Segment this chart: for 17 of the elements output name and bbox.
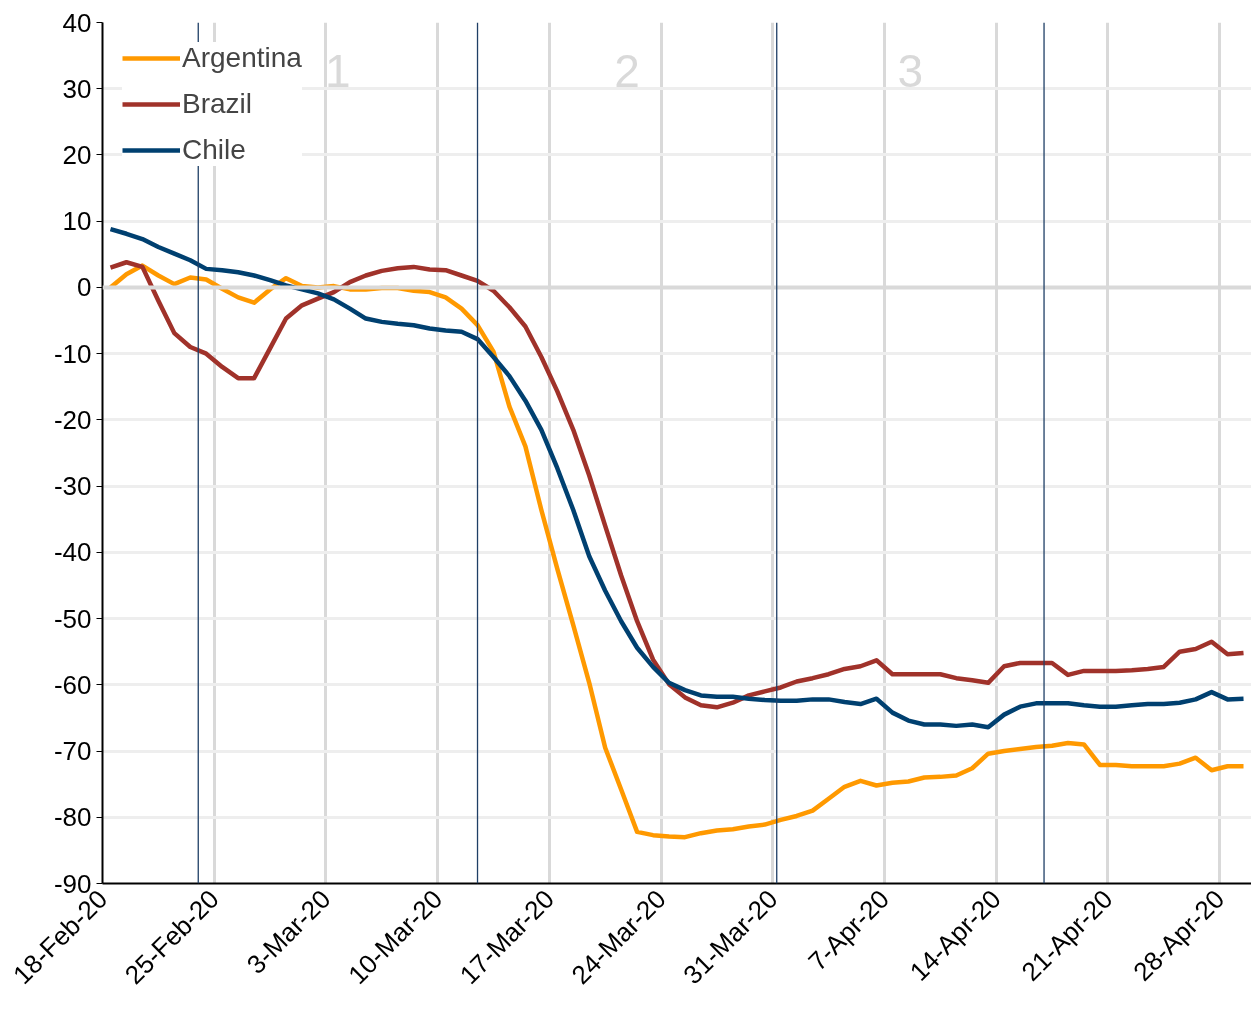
y-tick-label: 20 (62, 139, 92, 170)
y-tick-label: -10 (53, 338, 92, 369)
y-tick-label: -40 (53, 537, 92, 568)
y-tick-label: -70 (53, 736, 92, 767)
y-tick-label: 40 (62, 7, 92, 38)
y-tick-label: -50 (53, 603, 92, 634)
legend-label: Brazil (182, 88, 253, 120)
legend-label: Argentina (182, 42, 302, 74)
y-tick-label: -20 (53, 404, 92, 435)
y-tick-label: -80 (53, 802, 92, 833)
y-tick-label: 30 (62, 73, 92, 104)
line-series (108, 263, 1246, 840)
y-tick-label: 0 (77, 272, 92, 303)
y-tick-label: -60 (53, 669, 92, 700)
legend-label: Chile (182, 134, 246, 166)
y-tick-label: -30 (53, 471, 92, 502)
y-tick-label: 10 (62, 206, 92, 237)
